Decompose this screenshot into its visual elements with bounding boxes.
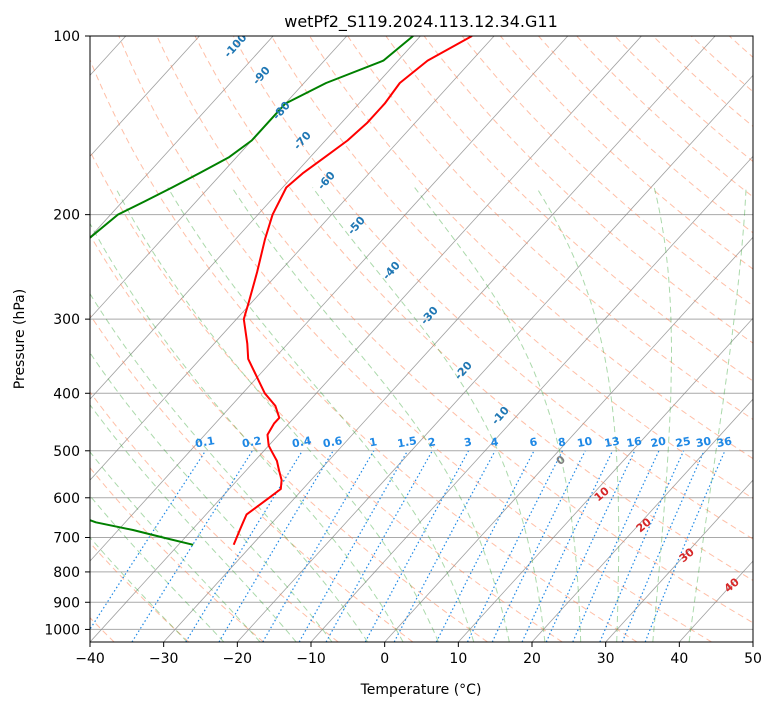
y-tick-label: 700 [53, 531, 80, 547]
x-tick-label: 30 [597, 651, 615, 667]
y-tick-label: 1000 [44, 622, 80, 638]
x-tick-label: −30 [149, 651, 179, 667]
y-tick-label: 900 [53, 595, 80, 611]
x-tick-label: −20 [223, 651, 253, 667]
x-tick-label: 40 [670, 651, 688, 667]
mixing-ratio-label: 13 [603, 435, 620, 450]
y-axis-label: Pressure (hPa) [12, 289, 28, 389]
mixing-ratio-label: 20 [650, 435, 668, 451]
y-tick-label: 800 [53, 565, 80, 581]
y-tick-label: 400 [53, 386, 80, 402]
x-tick-label: 10 [449, 651, 467, 667]
y-tick-label: 500 [53, 444, 80, 460]
y-tick-label: 200 [53, 208, 80, 224]
y-tick-label: 100 [53, 29, 80, 45]
y-tick-label: 600 [53, 491, 80, 507]
y-tick-label: 300 [53, 312, 80, 328]
x-tick-label: −10 [296, 651, 326, 667]
chart-title: wetPf2_S119.2024.113.12.34.G11 [284, 12, 558, 32]
x-axis-label: Temperature (°C) [360, 682, 482, 698]
mixing-ratio-label: 16 [625, 435, 643, 451]
mixing-ratio-label: 36 [716, 435, 734, 451]
x-tick-label: −40 [75, 651, 105, 667]
mixing-ratio-label: 25 [674, 435, 691, 450]
x-tick-label: 0 [380, 651, 389, 667]
mixing-ratio-label: 10 [576, 435, 594, 451]
x-tick-label: 50 [744, 651, 762, 667]
x-tick-label: 20 [523, 651, 541, 667]
mixing-ratio-label: 30 [695, 435, 713, 451]
